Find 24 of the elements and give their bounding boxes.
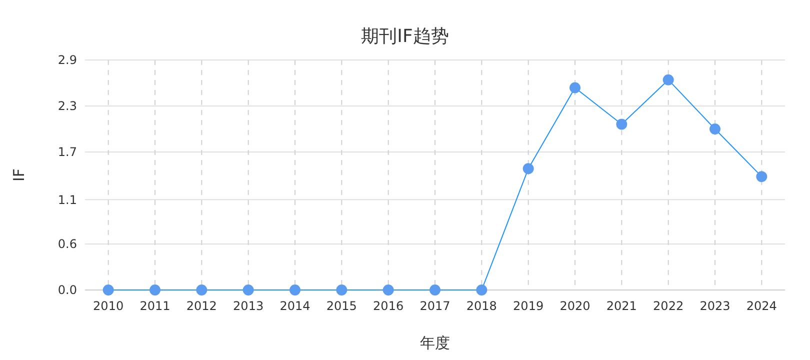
y-tick-label: 0.0 [58,283,77,298]
chart-title: 期刊IF趋势 [361,26,449,47]
x-tick-label: 2016 [373,299,404,313]
y-tick-label: 2.9 [58,53,77,68]
x-tick-label: 2023 [700,299,730,313]
x-tick-label: 2018 [466,299,497,313]
y-tick-label: 0.6 [58,237,77,252]
y-tick-label: 2.3 [58,99,77,114]
x-tick-label: 2011 [140,299,170,313]
x-tick-label: 2022 [653,299,684,313]
y-axis-title: IF [10,168,28,182]
x-tick-label: 2024 [746,299,777,313]
y-tick-label: 1.7 [58,145,77,160]
x-axis-title: 年度 [420,334,450,352]
x-tick-label: 2014 [280,299,310,313]
x-tick-label: 2017 [420,299,450,313]
y-tick-label: 1.1 [58,192,77,207]
x-tick-label: 2019 [513,299,544,313]
x-tick-label: 2010 [93,299,124,313]
x-tick-label: 2020 [560,299,590,313]
x-tick-label: 2021 [606,299,637,313]
x-tick-label: 2015 [326,299,357,313]
x-tick-label: 2012 [186,299,217,313]
x-tick-label: 2013 [233,299,264,313]
